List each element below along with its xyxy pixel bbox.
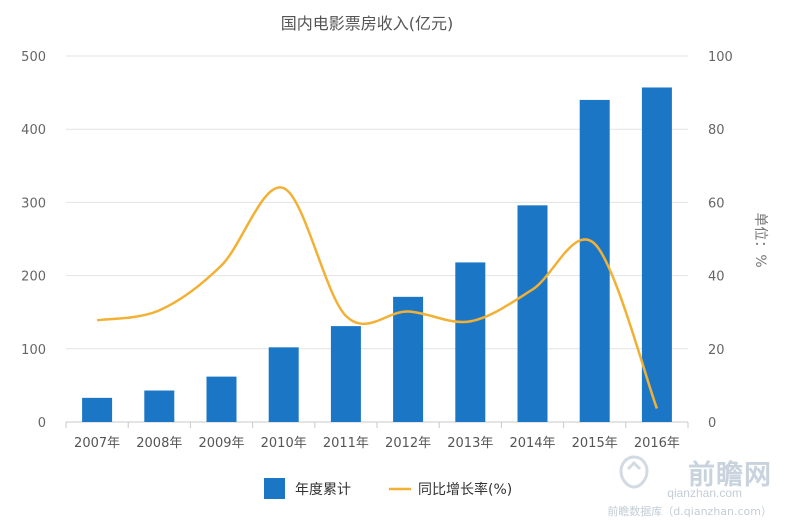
x-tick-label: 2015年	[572, 436, 618, 451]
x-tick-label: 2007年	[74, 436, 120, 451]
watermark-footer: 前瞻数据库（d.qianzhan.com）	[607, 505, 772, 518]
legend: 年度累计 同比增长率(%)	[264, 478, 512, 499]
right-tick-label: 80	[708, 123, 725, 138]
legend-line-label: 同比增长率(%)	[418, 481, 512, 498]
left-tick-label: 400	[21, 123, 46, 138]
bar	[206, 376, 237, 422]
line-series	[96, 186, 659, 409]
right-axis-label: 单位：%	[752, 212, 768, 267]
x-axis: 2007年 2008年 2009年 2010年 2011年 2012年 2013年 2014年…	[65, 422, 689, 451]
right-tick-label: 0	[708, 416, 716, 431]
watermark-logo: 前瞻网	[688, 460, 772, 491]
left-tick-label: 200	[21, 270, 46, 285]
bar	[268, 347, 299, 422]
left-tick-label: 0	[38, 416, 46, 431]
x-tick-label: 2012年	[385, 436, 431, 451]
bar-series	[82, 87, 672, 423]
x-tick-label: 2016年	[634, 436, 680, 451]
x-tick-label: 2009年	[198, 436, 244, 451]
bar	[82, 397, 113, 422]
bar	[393, 296, 424, 422]
right-tick-label: 100	[708, 50, 733, 65]
growth-rate-line	[96, 186, 659, 409]
bar	[641, 87, 672, 422]
right-axis: 0 20 40 60 80 100	[708, 50, 733, 431]
bar	[517, 205, 548, 422]
left-tick-label: 500	[21, 50, 46, 65]
right-tick-label: 20	[708, 343, 725, 358]
bar	[455, 262, 486, 422]
qianzhan-logo-icon	[619, 455, 649, 489]
left-tick-label: 300	[21, 196, 46, 211]
legend-bar-swatch	[264, 478, 285, 499]
bar	[144, 390, 175, 422]
watermark-url: qianzhan.com	[667, 486, 742, 500]
right-tick-label: 40	[708, 270, 725, 285]
chart-title: 国内电影票房收入(亿元)	[281, 14, 454, 33]
x-tick-label: 2008年	[136, 436, 182, 451]
left-tick-label: 100	[21, 343, 46, 358]
right-tick-label: 60	[708, 196, 725, 211]
x-tick-label: 2011年	[323, 436, 369, 451]
left-axis: 0 100 200 300 400 500	[21, 50, 46, 431]
x-tick-label: 2013年	[447, 436, 493, 451]
legend-bar-label: 年度累计	[295, 482, 351, 498]
bar	[330, 326, 361, 422]
x-tick-label: 2010年	[261, 436, 307, 451]
watermark: 前瞻网 qianzhan.com 前瞻数据库（d.qianzhan.com）	[587, 453, 772, 518]
x-tick-label: 2014年	[509, 436, 555, 451]
